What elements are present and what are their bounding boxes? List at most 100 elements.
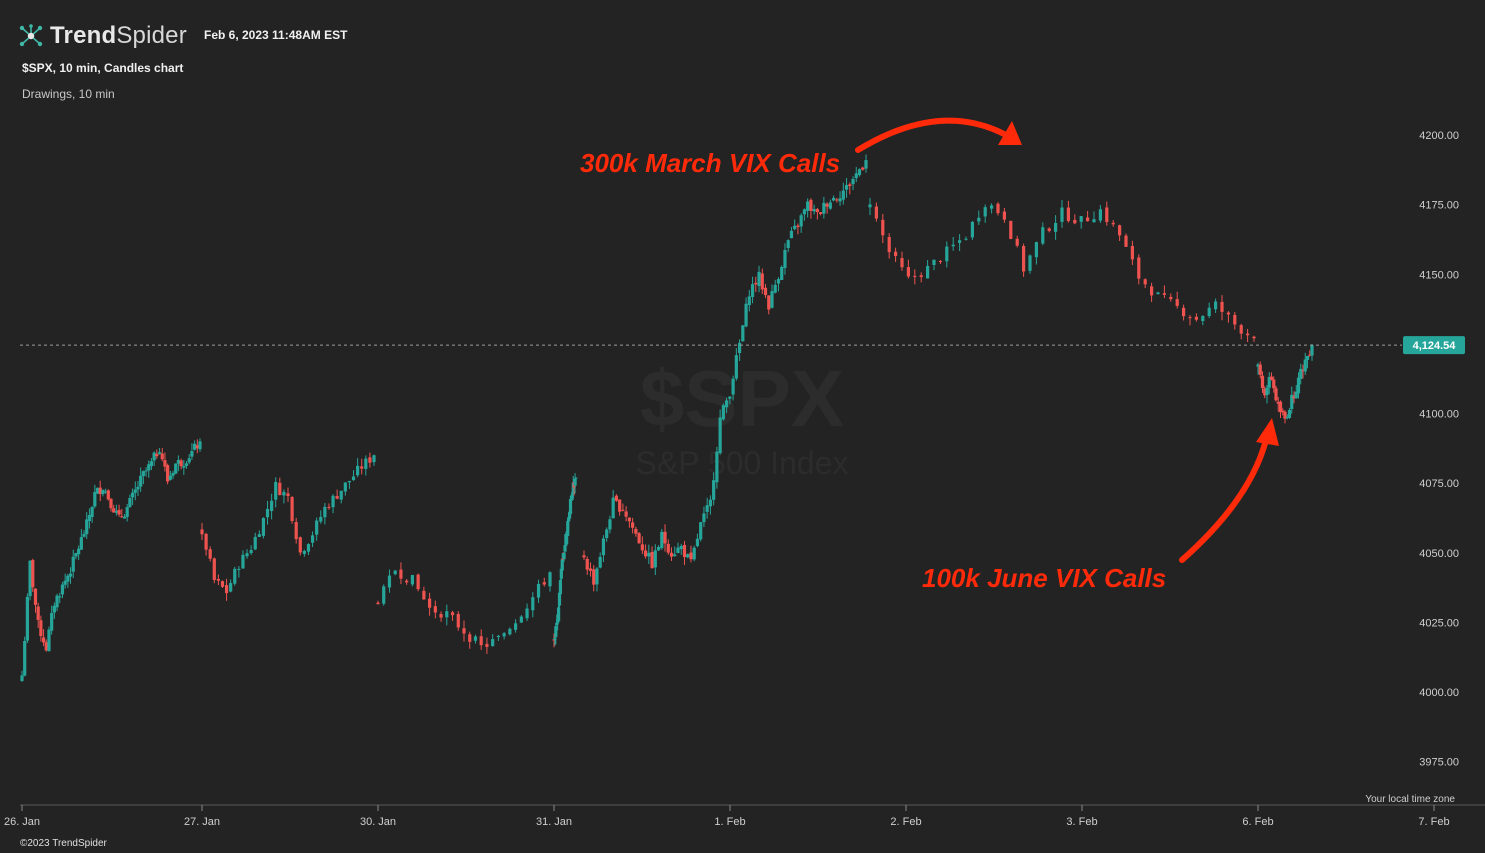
candle-body: [157, 452, 162, 455]
candle-body: [686, 554, 690, 558]
candle-body: [721, 405, 725, 420]
candle-body: [1207, 307, 1211, 317]
candle-body: [52, 605, 56, 613]
candle-body: [23, 641, 27, 676]
candle-body: [592, 569, 596, 585]
candle-body: [692, 547, 696, 560]
candle-body: [39, 620, 43, 637]
candle-body: [393, 570, 397, 575]
candle-body: [983, 207, 987, 217]
candle-body: [109, 498, 113, 509]
candle-body: [128, 498, 132, 507]
x-tick-label: 30. Jan: [360, 816, 396, 828]
candle-body: [825, 203, 829, 207]
trendspider-logo[interactable]: TrendSpider: [18, 22, 187, 50]
candle-body: [1054, 222, 1058, 232]
candle-body: [1263, 388, 1267, 396]
candle-body: [139, 475, 143, 487]
candle-body: [725, 400, 729, 408]
candle-body: [496, 635, 500, 638]
candle-body: [828, 202, 832, 209]
candle-body: [294, 522, 298, 540]
candle-body: [261, 517, 266, 536]
y-axis: 4200.004175.004150.004125.004100.004075.…: [1419, 130, 1459, 769]
candle-body: [1066, 207, 1070, 222]
candle-body: [1274, 388, 1278, 401]
candle-body: [125, 507, 129, 517]
candle-body: [660, 531, 664, 549]
candle-body: [783, 249, 787, 268]
y-tick-label: 4150.00: [1419, 269, 1459, 281]
candle-body: [621, 509, 625, 511]
candle-body: [838, 198, 842, 202]
candle-body: [306, 544, 311, 552]
candle-body: [1301, 370, 1305, 372]
candle-body: [187, 458, 191, 463]
candle-body: [1009, 220, 1013, 239]
candle-body: [990, 205, 994, 209]
candle-body: [60, 584, 65, 595]
candle-body: [77, 548, 81, 555]
candle-body: [601, 538, 606, 556]
candle-body: [331, 495, 335, 508]
candle-body: [874, 206, 878, 219]
candle-body: [702, 513, 706, 523]
candle-body: [631, 522, 635, 528]
candle-body: [588, 568, 593, 571]
annotation-arrowhead-june: [1256, 418, 1279, 446]
candle-body: [555, 622, 559, 626]
candle-body: [563, 545, 567, 552]
candle-body: [166, 465, 170, 482]
candle-body: [95, 487, 100, 494]
candle-body: [822, 202, 826, 214]
candle-body: [399, 569, 403, 579]
candle-body: [179, 460, 183, 467]
candle-body: [310, 535, 315, 543]
candle-body: [695, 538, 700, 547]
candle-body: [1220, 301, 1224, 312]
candle-body: [66, 575, 70, 582]
x-axis: 26. Jan 27. Jan 30. Jan 31. Jan 1. Feb 2. Feb…: [4, 804, 1485, 828]
candle-body: [120, 516, 124, 518]
candle-body: [245, 553, 249, 557]
candle-body: [87, 515, 92, 522]
candle-body: [190, 451, 194, 457]
candle-body: [290, 497, 294, 522]
candle-body: [410, 575, 414, 585]
candle-body: [28, 560, 32, 597]
candle-body: [55, 595, 59, 608]
annotations: 300k March VIX Calls 100k June VIX Calls: [580, 117, 1279, 593]
candle-body: [673, 554, 677, 557]
candle-body: [98, 487, 102, 495]
candle-body: [90, 507, 94, 518]
candle-body: [637, 533, 641, 544]
candle-body: [195, 445, 199, 449]
candle-body: [241, 554, 245, 569]
candle-body: [757, 271, 761, 287]
candle-body: [462, 628, 466, 634]
candle-body: [1022, 246, 1026, 272]
candle-body: [104, 491, 108, 493]
candle-body: [699, 522, 703, 540]
candle-body: [611, 497, 615, 519]
candle-body: [640, 544, 644, 551]
candle-body: [364, 458, 368, 469]
drawings-label[interactable]: Drawings, 10 min: [22, 87, 115, 101]
candle-body: [780, 266, 784, 280]
timestamp: Feb 6, 2023 11:48AM EST: [204, 28, 348, 42]
candle-body: [136, 486, 140, 490]
candle-body: [767, 295, 771, 310]
candle-body: [689, 552, 693, 560]
candle-body: [848, 184, 852, 187]
candle-body: [450, 612, 455, 616]
candle-body: [445, 611, 449, 618]
y-tick-label: 4025.00: [1419, 617, 1459, 629]
candle-body: [1265, 387, 1269, 396]
candle-body: [176, 460, 181, 464]
candle-body: [20, 675, 24, 681]
candle-body: [368, 457, 372, 463]
y-tick-label: 3975.00: [1419, 757, 1459, 769]
candle-body: [560, 559, 564, 571]
candle-body: [416, 574, 420, 590]
